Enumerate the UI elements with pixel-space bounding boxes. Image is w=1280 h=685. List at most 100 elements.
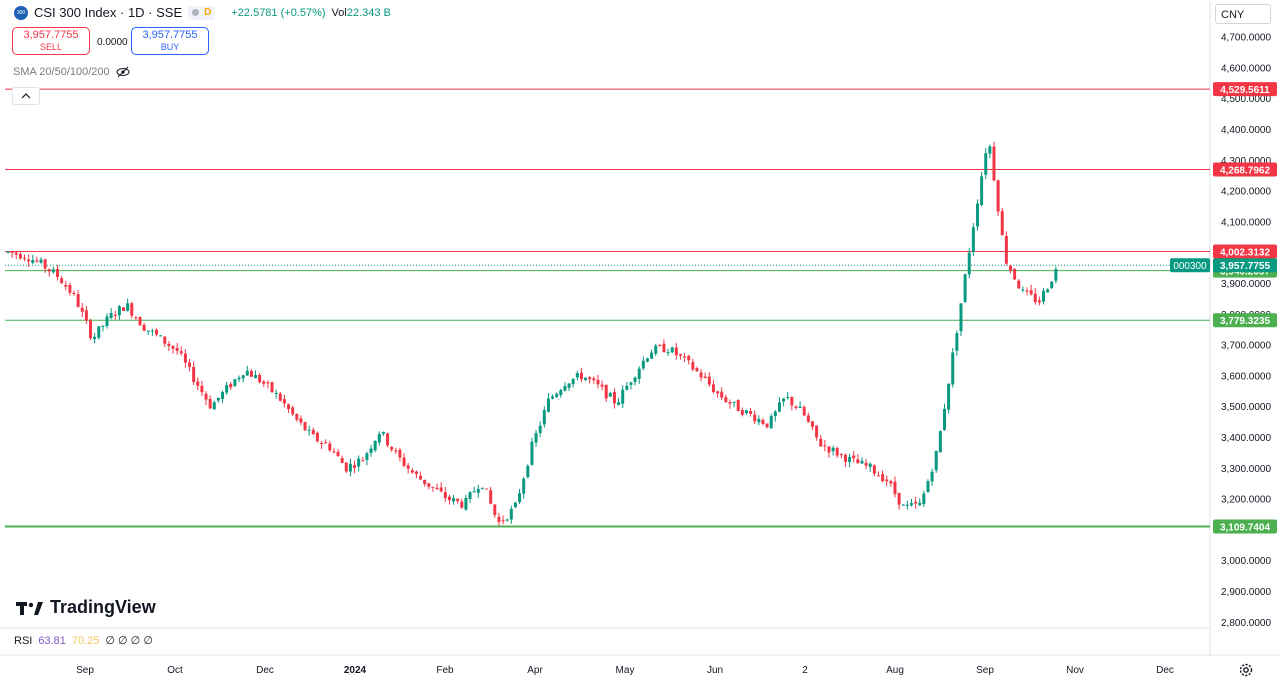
candle-body	[113, 314, 117, 316]
candle-body	[344, 462, 348, 472]
candle-body	[860, 460, 864, 464]
candle-body	[254, 375, 258, 379]
candle-body	[736, 400, 740, 412]
x-tick-label: Dec	[256, 665, 274, 676]
candle-body	[414, 471, 418, 475]
candle-body	[703, 376, 707, 378]
candle-body	[555, 393, 559, 398]
y-tick-label: 4,600.0000	[1221, 63, 1271, 74]
eye-hidden-icon[interactable]	[116, 66, 130, 78]
candle-body	[435, 487, 439, 490]
chart-header: 300 CSI 300 Index · 1D · SSE D +22.5781 …	[14, 5, 391, 20]
level-price-label: 4,268.7962	[1220, 165, 1270, 176]
candle-body	[1008, 265, 1012, 271]
candle-body	[60, 278, 64, 284]
candle-body	[823, 445, 827, 447]
market-status[interactable]: D	[188, 5, 216, 20]
candle-body	[167, 343, 171, 347]
symbol-tag	[1170, 258, 1210, 273]
x-tick-label: Oct	[167, 665, 183, 676]
candle-body	[163, 336, 167, 344]
volume-readout: Vol22.343 B	[332, 7, 391, 19]
buy-price: 3,957.7755	[142, 29, 198, 41]
candle-body	[447, 496, 451, 501]
candle-body	[971, 227, 975, 253]
candle-body	[720, 391, 724, 398]
candle-body	[843, 454, 847, 462]
candle-body	[117, 306, 121, 316]
buy-button[interactable]: 3,957.7755 BUY	[131, 27, 209, 55]
tradingview-mark-icon	[16, 601, 43, 615]
candle-body	[340, 458, 344, 464]
candle-body	[769, 416, 773, 429]
candle-body	[361, 460, 365, 462]
candle-body	[307, 429, 311, 431]
candle-body	[179, 351, 183, 354]
price-change: +22.5781 (+0.57%)	[231, 6, 326, 19]
candle-body	[868, 463, 872, 467]
candle-body	[31, 260, 35, 263]
sma-indicator[interactable]: SMA 20/50/100/200	[13, 66, 130, 78]
candle-body	[650, 352, 654, 359]
candle-body	[109, 312, 113, 318]
candle-body	[468, 492, 472, 500]
candle-body	[922, 493, 926, 505]
y-tick-label: 3,400.0000	[1221, 433, 1271, 444]
candle-body	[579, 372, 583, 380]
rsi-indicator[interactable]: RSI 63.81 70.25 ∅ ∅ ∅ ∅	[14, 634, 153, 648]
y-tick-label: 3,300.0000	[1221, 464, 1271, 475]
candle-body	[839, 454, 843, 456]
candle-body	[10, 251, 14, 253]
sell-button[interactable]: 3,957.7755 SELL	[12, 27, 90, 55]
candle-body	[336, 451, 340, 457]
candle-body	[402, 457, 406, 466]
candle-body	[740, 410, 744, 415]
candle-body	[27, 259, 31, 262]
candle-body	[249, 371, 253, 377]
candle-body	[410, 470, 414, 473]
candle-body	[683, 356, 687, 358]
candle-body	[637, 368, 641, 379]
candle-body	[171, 345, 175, 349]
candle-body	[233, 379, 237, 386]
candle-body	[245, 370, 249, 376]
candle-body	[996, 180, 1000, 212]
candle-body	[980, 176, 984, 205]
candle-body	[394, 450, 398, 452]
collapse-legend-button[interactable]	[12, 87, 40, 105]
candle-body	[130, 303, 134, 316]
candle-body	[43, 259, 47, 269]
candle-body	[802, 406, 806, 416]
candle-body	[1004, 235, 1008, 264]
candle-body	[23, 257, 27, 259]
candle-body	[852, 455, 856, 459]
candle-body	[216, 397, 220, 401]
candle-body	[377, 434, 381, 443]
candle-body	[905, 504, 909, 506]
gear-icon[interactable]	[1238, 662, 1254, 678]
candle-body	[196, 381, 200, 386]
candle-body	[728, 402, 732, 404]
chevron-up-icon	[21, 93, 31, 99]
candle-body	[777, 402, 781, 412]
candle-body	[204, 393, 208, 400]
candle-body	[959, 303, 963, 332]
candle-body	[76, 294, 80, 307]
candle-body	[604, 384, 608, 399]
currency-selector[interactable]: CNY	[1215, 4, 1271, 24]
candle-body	[786, 397, 790, 399]
candle-body	[662, 343, 666, 353]
candle-body	[237, 377, 241, 380]
sell-price: 3,957.7755	[23, 29, 79, 41]
candle-body	[951, 352, 955, 385]
candle-body	[472, 491, 476, 493]
last-price-label: 3,957.7755	[1220, 261, 1270, 272]
last-price-tag	[1213, 258, 1277, 273]
x-tick-label: Nov	[1066, 665, 1084, 676]
symbol-title[interactable]: CSI 300 Index · 1D · SSE	[34, 5, 183, 20]
candle-body	[926, 481, 930, 493]
candle-body	[35, 260, 39, 262]
candle-body	[159, 335, 163, 337]
candle-body	[546, 398, 550, 412]
